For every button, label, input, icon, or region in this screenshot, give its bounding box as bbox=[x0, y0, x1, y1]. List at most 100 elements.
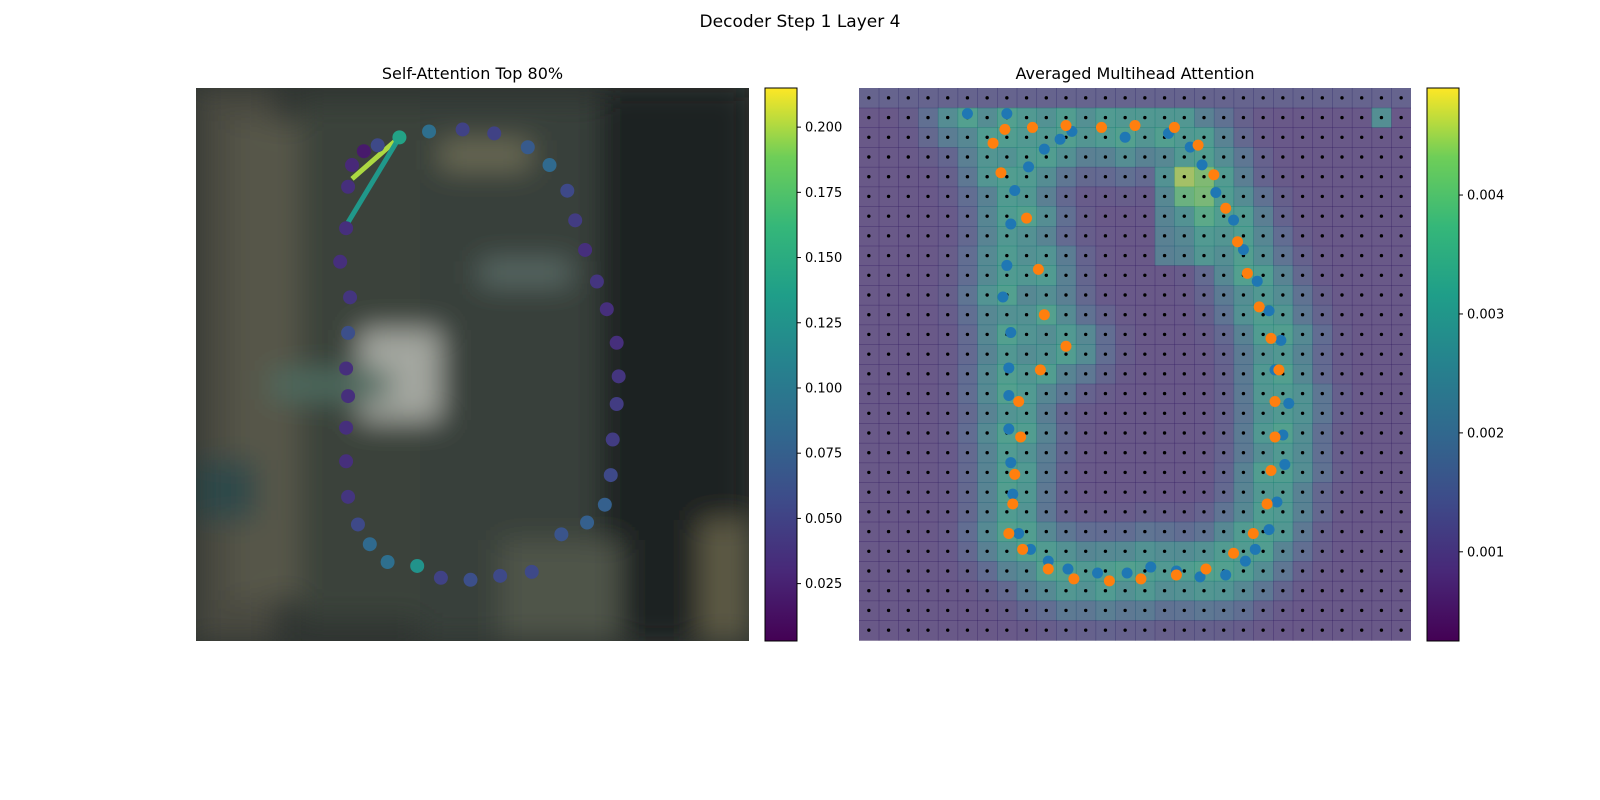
grid-dot bbox=[1340, 115, 1344, 120]
grid-dot bbox=[906, 372, 910, 376]
grid-dot bbox=[1340, 155, 1344, 159]
grid-dot bbox=[906, 549, 910, 553]
grid-dot bbox=[1143, 135, 1147, 139]
grid-dot bbox=[906, 589, 910, 593]
grid-dot bbox=[1222, 372, 1226, 376]
grid-dot bbox=[1379, 490, 1384, 494]
grid-dot bbox=[1300, 608, 1305, 613]
grid-dot bbox=[1281, 451, 1285, 455]
grid-dot bbox=[1241, 214, 1246, 218]
grid-dot bbox=[1084, 372, 1088, 376]
grid-dot bbox=[965, 332, 970, 337]
grid-dot bbox=[1281, 273, 1285, 277]
grid-dot bbox=[1241, 372, 1246, 376]
grid-dot bbox=[1399, 470, 1403, 475]
contour-point bbox=[463, 572, 478, 587]
grid-dot bbox=[1182, 135, 1186, 139]
grid-dot bbox=[1162, 411, 1167, 415]
grid-dot bbox=[1103, 273, 1108, 277]
grid-dot bbox=[1340, 411, 1344, 415]
grid-dot bbox=[886, 313, 891, 317]
contour-point bbox=[422, 124, 437, 139]
grid-dot bbox=[985, 214, 989, 218]
grid-dot bbox=[1241, 470, 1246, 475]
grid-dot bbox=[1084, 332, 1088, 337]
grid-dot bbox=[946, 549, 950, 553]
grid-dot bbox=[1360, 470, 1364, 475]
grid-dot bbox=[1300, 175, 1305, 179]
grid-dot bbox=[1360, 431, 1364, 435]
grid-dot bbox=[906, 431, 910, 435]
colorbar-tick-label: 0.001 bbox=[1467, 545, 1504, 560]
grid-dot bbox=[1379, 411, 1384, 415]
grid-dot bbox=[867, 470, 871, 475]
contour-point bbox=[380, 555, 395, 569]
grid-dot bbox=[1005, 569, 1009, 573]
grid-dot bbox=[1320, 175, 1324, 179]
grid-dot bbox=[1222, 115, 1226, 120]
grid-dot bbox=[1379, 391, 1384, 396]
contour-point bbox=[580, 515, 595, 530]
grid-dot bbox=[1320, 332, 1324, 337]
series-point bbox=[1005, 457, 1017, 469]
grid-dot bbox=[1261, 313, 1265, 317]
contour-point bbox=[341, 325, 356, 340]
colorbar-tick-label: 0.003 bbox=[1467, 307, 1504, 322]
grid-dot bbox=[926, 293, 930, 297]
grid-dot bbox=[1379, 332, 1384, 337]
grid-dot bbox=[867, 194, 871, 199]
grid-dot bbox=[1320, 549, 1324, 553]
contour-point bbox=[339, 420, 354, 435]
grid-dot bbox=[1399, 313, 1403, 317]
grid-dot bbox=[1143, 175, 1147, 179]
grid-dot bbox=[1222, 608, 1226, 613]
grid-dot bbox=[1360, 273, 1364, 277]
grid-dot bbox=[1320, 234, 1324, 238]
grid-dot bbox=[1241, 589, 1246, 593]
series-point bbox=[987, 137, 999, 149]
grid-dot bbox=[1340, 313, 1344, 317]
grid-dot bbox=[1261, 451, 1265, 455]
grid-dot bbox=[1379, 135, 1384, 139]
grid-dot bbox=[1320, 135, 1324, 139]
grid-dot bbox=[1222, 529, 1226, 534]
grid-dot bbox=[1399, 628, 1403, 632]
grid-dot bbox=[1202, 608, 1206, 613]
grid-dot bbox=[867, 510, 871, 514]
grid-dot bbox=[1103, 332, 1108, 337]
grid-dot bbox=[1340, 391, 1344, 396]
grid-dot bbox=[1084, 253, 1088, 258]
series-point bbox=[1038, 143, 1050, 155]
grid-dot bbox=[985, 411, 989, 415]
grid-dot bbox=[1143, 549, 1147, 553]
grid-dot bbox=[926, 589, 930, 593]
grid-dot bbox=[1182, 194, 1186, 199]
grid-dot bbox=[1064, 155, 1068, 159]
grid-dot bbox=[1320, 214, 1324, 218]
grid-dot bbox=[886, 549, 891, 553]
grid-dot bbox=[926, 155, 930, 159]
grid-dot bbox=[1123, 273, 1127, 277]
grid-dot bbox=[985, 194, 989, 199]
grid-dot bbox=[1261, 608, 1265, 613]
grid-dot bbox=[1340, 608, 1344, 613]
grid-dot bbox=[1024, 332, 1029, 337]
grid-dot bbox=[1162, 470, 1167, 475]
grid-dot bbox=[1064, 451, 1068, 455]
grid-dot bbox=[1064, 589, 1068, 593]
grid-dot bbox=[886, 253, 891, 258]
grid-dot bbox=[867, 352, 871, 356]
grid-dot bbox=[1084, 135, 1088, 139]
grid-dot bbox=[965, 135, 970, 139]
grid-dot bbox=[985, 313, 989, 317]
grid-dot bbox=[1320, 431, 1324, 435]
grid-dot bbox=[1360, 96, 1364, 100]
grid-dot bbox=[1024, 470, 1029, 475]
grid-dot bbox=[1005, 194, 1009, 199]
grid-dot bbox=[1182, 628, 1186, 632]
series-point bbox=[1228, 547, 1240, 559]
grid-dot bbox=[926, 352, 930, 356]
grid-dot bbox=[1103, 214, 1108, 218]
contour-point bbox=[339, 221, 354, 236]
grid-dot bbox=[1084, 608, 1088, 613]
